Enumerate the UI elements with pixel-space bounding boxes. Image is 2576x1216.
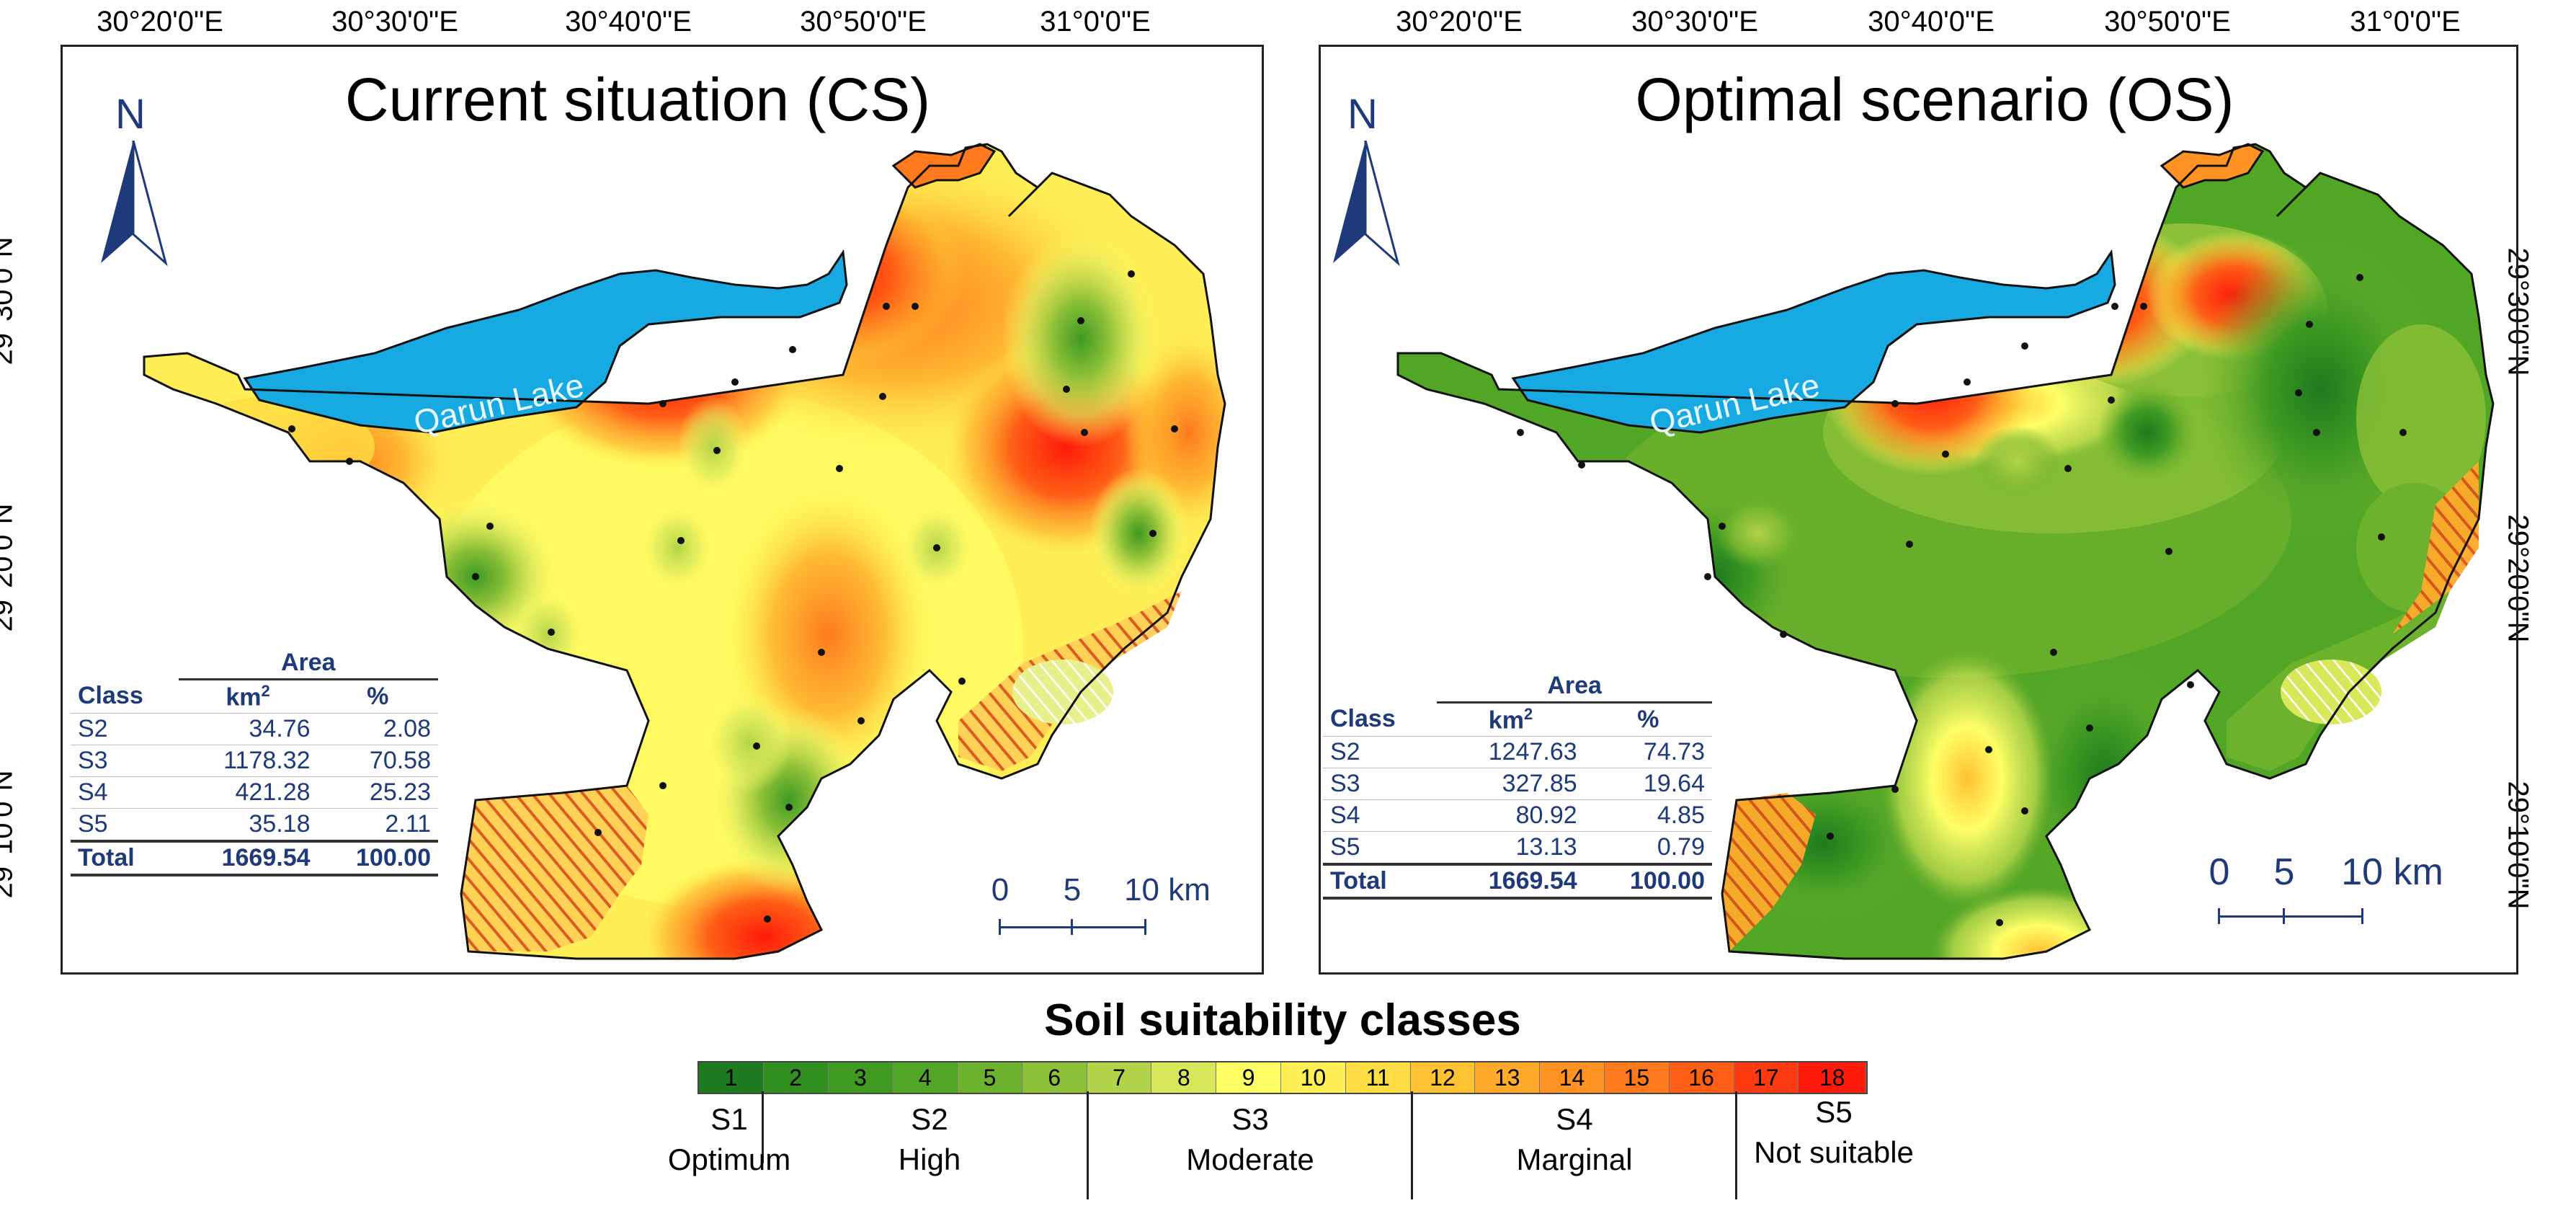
legend-cell: 6 <box>1022 1062 1087 1093</box>
legend-group-s5: S5 Not suitable <box>1754 1095 1914 1169</box>
table-header-area: Area <box>1437 670 1712 704</box>
north-arrow: N <box>1333 90 1405 278</box>
legend-cell: 13 <box>1475 1062 1541 1093</box>
table-row: S2 34.76 2.08 <box>71 713 438 745</box>
lon-label: 30°30'0"E <box>1631 6 1758 37</box>
scale-tick <box>2361 908 2363 924</box>
north-arrow: N <box>101 90 173 278</box>
lon-label: 30°50'0"E <box>800 6 927 37</box>
scale-line <box>1000 926 1146 928</box>
map-panel-current: 30°20'0"E 30°30'0"E 30°40'0"E 30°50'0"E … <box>0 0 1275 980</box>
legend-cell: 15 <box>1604 1062 1670 1093</box>
legend-separator <box>1411 1091 1413 1199</box>
scale-label: 10 km <box>1124 872 1211 907</box>
legend-separator <box>1735 1091 1737 1199</box>
table-row: S5 13.13 0.79 <box>1323 831 1712 865</box>
legend-group-s2: S2 High <box>898 1102 961 1176</box>
table-total-row: Total 1669.54 100.00 <box>71 840 438 877</box>
table-col-km2: km2 <box>226 682 270 711</box>
legend-color-bar: 1 2 3 4 5 6 7 8 9 10 11 12 13 14 15 16 1… <box>698 1061 1868 1094</box>
legend-group-s3: S3 Moderate <box>1186 1102 1314 1176</box>
scale-tick <box>2218 908 2220 924</box>
map-panel-optimal: 30°20'0"E 30°30'0"E 30°40'0"E 30°50'0"E … <box>1297 0 2576 980</box>
map-title: Optimal scenario (OS) <box>1635 66 2234 133</box>
legend-cell: 18 <box>1799 1062 1867 1093</box>
legend-cell: 12 <box>1410 1062 1476 1093</box>
lon-label: 31°0'0"E <box>2350 6 2461 37</box>
lon-label: 30°40'0"E <box>1868 6 1995 37</box>
lon-label: 30°40'0"E <box>565 6 692 37</box>
scale-tick <box>1071 919 1073 935</box>
scale-label: 10 km <box>2341 851 2443 893</box>
legend-cell: 5 <box>958 1062 1022 1093</box>
scale-tick <box>2283 908 2285 924</box>
table-col-km2: km2 <box>1488 705 1533 735</box>
lon-label: 30°30'0"E <box>331 6 458 37</box>
scale-bar: 0 5 10 km <box>991 872 1211 944</box>
north-letter: N <box>1347 91 1378 138</box>
table-col-pct: % <box>1637 706 1659 734</box>
legend-cell: 14 <box>1540 1062 1605 1093</box>
legend-separator <box>762 1091 764 1163</box>
table-row: S2 1247.63 74.73 <box>1323 736 1712 768</box>
north-arrow-icon <box>101 141 168 267</box>
legend-group-s4: S4 Marginal <box>1516 1102 1633 1176</box>
scale-label: 5 <box>2273 851 2295 893</box>
area-table: Area Class km2 % S2 1247.63 74.73 S3 327.85… <box>1323 670 1712 900</box>
table-row: S3 1178.32 70.58 <box>71 745 438 777</box>
legend-cell: 3 <box>828 1062 893 1093</box>
legend-cell: 16 <box>1669 1062 1734 1093</box>
north-letter: N <box>115 91 146 138</box>
scale-line <box>2219 915 2363 918</box>
legend-cell: 1 <box>699 1062 764 1093</box>
legend-cell: 10 <box>1281 1062 1346 1093</box>
table-row: S5 35.18 2.11 <box>71 808 438 842</box>
table-row: S4 80.92 4.85 <box>1323 799 1712 832</box>
legend-title: Soil suitability classes <box>1044 995 1521 1045</box>
table-row: S4 421.28 25.23 <box>71 776 438 809</box>
suitability-map-optimal <box>1396 143 2495 960</box>
lon-label: 30°20'0"E <box>97 6 223 37</box>
lon-label: 30°20'0"E <box>1396 6 1523 37</box>
legend-cell: 11 <box>1345 1062 1411 1093</box>
legend-cell: 17 <box>1734 1062 1799 1093</box>
table-col-class: Class <box>1330 705 1396 733</box>
legend-separator <box>1087 1091 1089 1199</box>
table-header-area: Area <box>178 647 438 680</box>
map-frame <box>61 45 1264 975</box>
table-col-pct: % <box>367 683 389 711</box>
legend-cell: 4 <box>893 1062 958 1093</box>
legend-cell: 7 <box>1087 1062 1152 1093</box>
table-total-row: Total 1669.54 100.00 <box>1323 863 1712 900</box>
legend-cell: 9 <box>1216 1062 1282 1093</box>
scale-tick <box>999 919 1001 935</box>
scale-label: 0 <box>991 872 1010 907</box>
table-col-class: Class <box>78 682 143 710</box>
scale-label: 0 <box>2209 851 2230 893</box>
scale-tick <box>1144 919 1146 935</box>
table-row: S3 327.85 19.64 <box>1323 768 1712 800</box>
legend-cell: 8 <box>1151 1062 1217 1093</box>
legend-cell: 2 <box>763 1062 829 1093</box>
north-arrow-icon <box>1333 141 1400 267</box>
map-title: Current situation (CS) <box>344 66 931 133</box>
lon-label: 30°50'0"E <box>2104 6 2231 37</box>
legend-group-s1: S1 Optimum <box>667 1102 791 1176</box>
scale-label: 5 <box>1063 872 1082 907</box>
scale-bar: 0 5 10 km <box>2209 851 2457 937</box>
area-table: Area Class km2 % S2 34.76 2.08 S3 1178.32 70… <box>71 647 438 877</box>
map-frame <box>1319 45 2518 975</box>
lon-label: 31°0'0"E <box>1040 6 1151 37</box>
